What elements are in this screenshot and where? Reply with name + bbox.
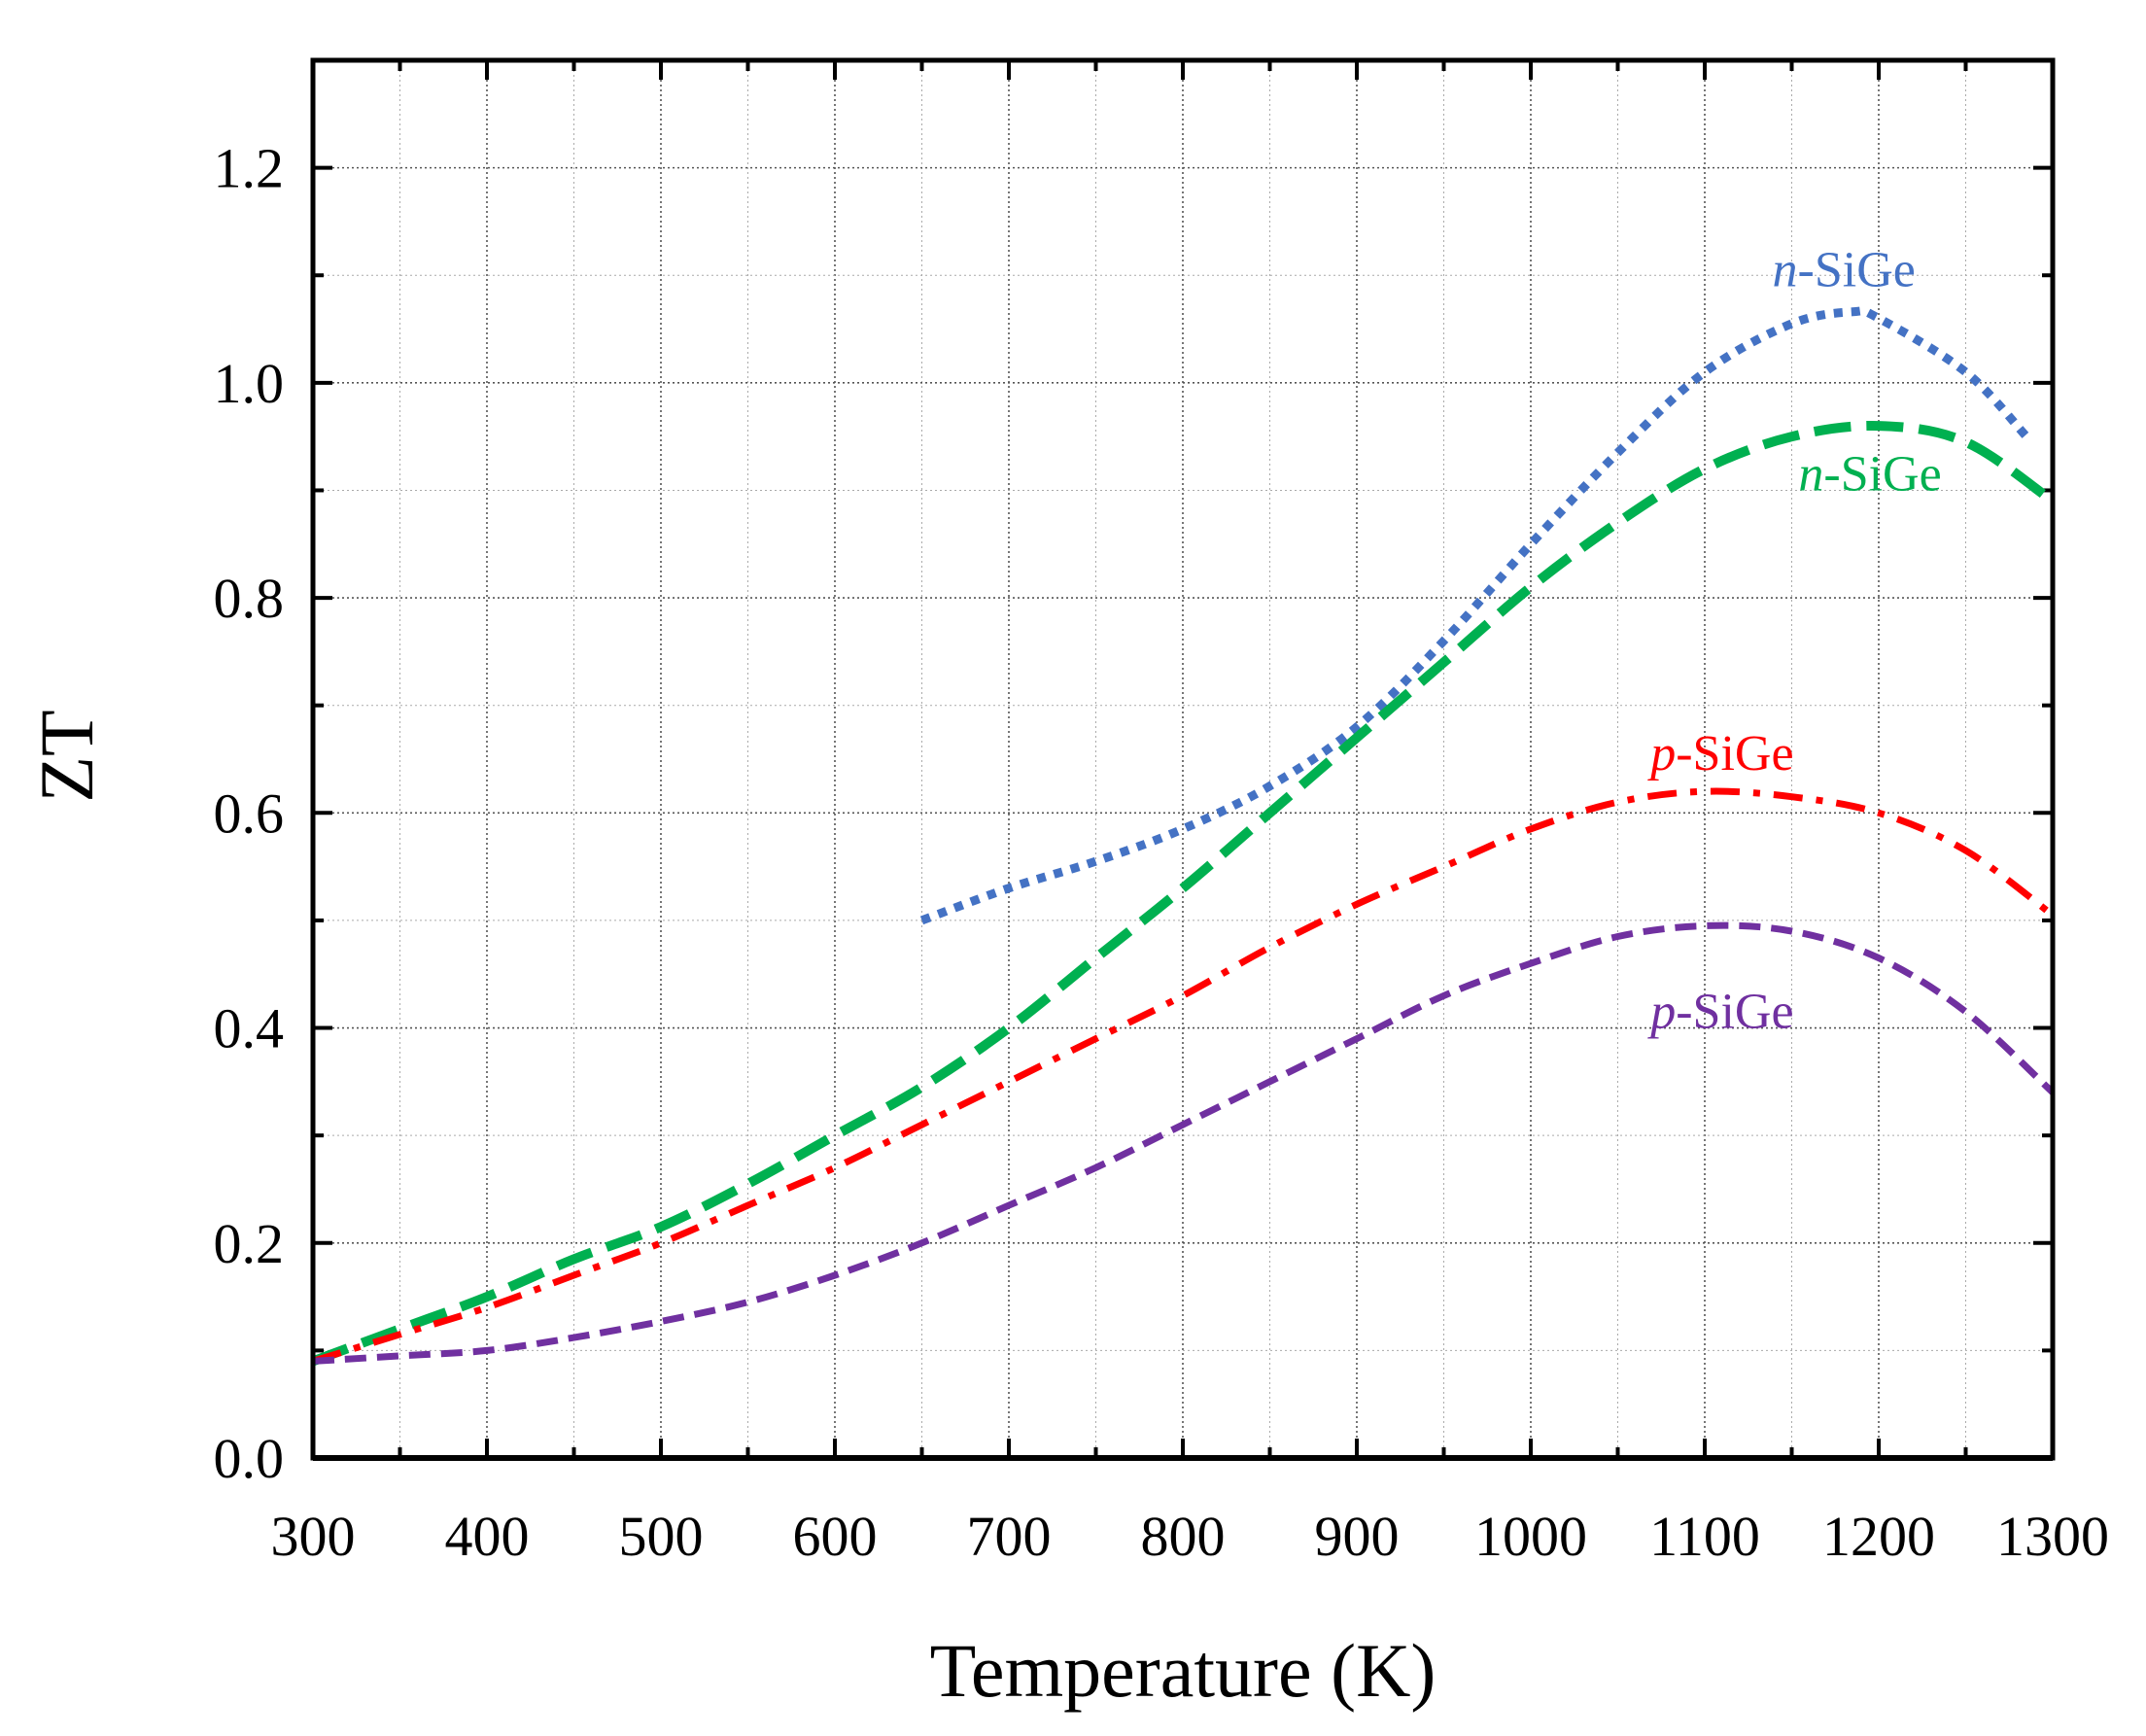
x-tick-label: 500 [619, 1505, 704, 1568]
x-tick-label: 400 [445, 1505, 530, 1568]
series-line-3 [312, 921, 2056, 1365]
y-tick-label: 1.2 [214, 137, 285, 200]
series-line-1 [311, 420, 2056, 1367]
y-tick-label: 0.0 [214, 1427, 285, 1490]
y-tick-label: 0.2 [214, 1212, 285, 1275]
x-tick-label: 1300 [1996, 1505, 2109, 1568]
y-axis-title: ZT [24, 710, 109, 802]
series-group [311, 306, 2056, 1367]
y-tick-label: 0.6 [214, 781, 285, 845]
x-axis-title: Temperature (K) [930, 1628, 1436, 1713]
y-tick-label: 1.0 [214, 352, 285, 415]
series-line-0 [919, 306, 2030, 925]
series-label-3: p-SiGe [1646, 985, 1793, 1040]
x-tick-label: 700 [967, 1505, 1052, 1568]
x-tick-label: 300 [271, 1505, 356, 1568]
x-tick-label: 600 [793, 1505, 878, 1568]
series-labels: n-SiGe n-SiGe p-SiGe p-SiGe [1646, 242, 1941, 1039]
series-label-2: p-SiGe [1646, 726, 1793, 781]
x-tick-label: 800 [1141, 1505, 1226, 1568]
y-tick-label: 0.4 [214, 997, 285, 1060]
y-tick-label: 0.8 [214, 567, 285, 630]
tick-labels: 300 400 500 600 700 800 900 1000 1100 1200 1300 0.0… [214, 137, 2110, 1568]
plot-frame [310, 57, 2056, 1461]
x-tick-label: 1000 [1474, 1505, 1587, 1568]
x-tick-label: 1200 [1822, 1505, 1935, 1568]
series-label-0: n-SiGe [1773, 242, 1916, 297]
x-tick-label: 900 [1315, 1505, 1400, 1568]
series-label-1: n-SiGe [1798, 446, 1941, 502]
x-tick-label: 1100 [1649, 1505, 1760, 1568]
